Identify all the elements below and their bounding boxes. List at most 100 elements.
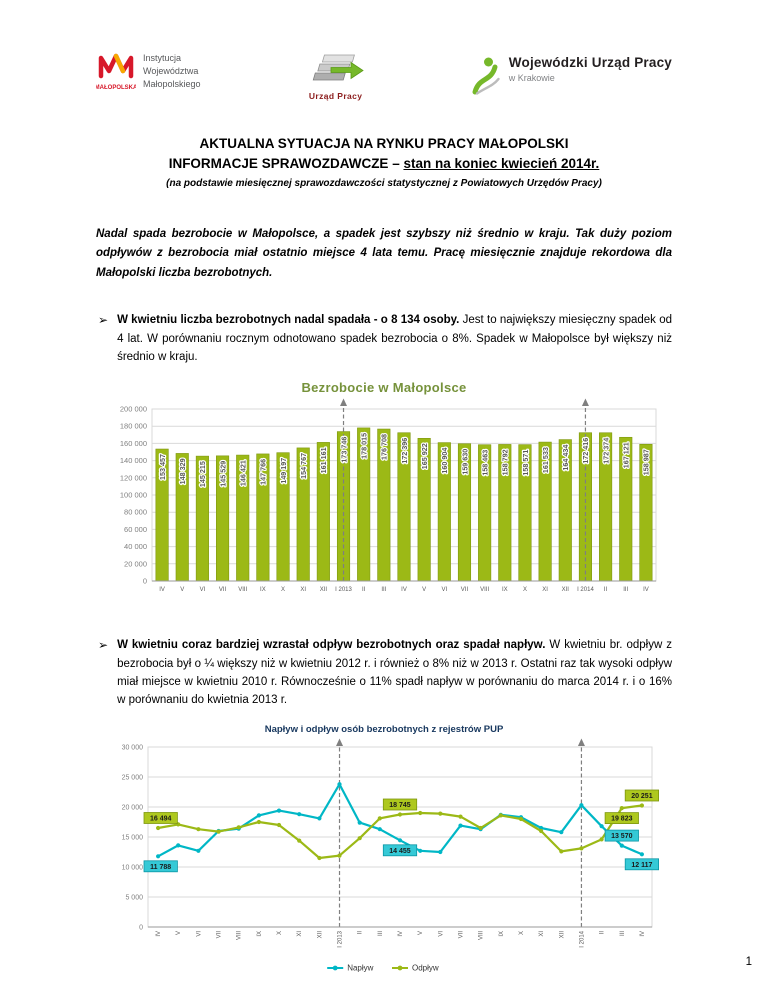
header: MAŁOPOLSKA Instytucja Województwa Małopo…: [96, 48, 672, 110]
svg-text:IV: IV: [159, 587, 165, 593]
wup-title: Wojewódzki Urząd Pracy: [508, 55, 672, 70]
svg-text:X: X: [523, 587, 527, 593]
bullet-2-rest: W kwietniu br. odpływ z bezrobocia był o…: [117, 639, 672, 707]
document-title-line1: AKTUALNA SYTUACJA NA RYNKU PRACY MAŁOPOL…: [199, 136, 569, 151]
page-number: 1: [745, 956, 752, 968]
data-label-naplyw: [624, 858, 660, 871]
svg-text:I 2013: I 2013: [338, 930, 344, 947]
svg-text:158 792: 158 792: [501, 450, 510, 476]
svg-text:III: III: [623, 587, 628, 593]
bullet-item-2: ➢ W kwietniu coraz bardziej wzrastał odp…: [96, 636, 672, 710]
bullet-2-bold: W kwietniu coraz bardziej wzrastał odpły…: [117, 639, 546, 652]
svg-text:XI: XI: [542, 587, 548, 593]
svg-text:XII: XII: [559, 931, 565, 939]
svg-text:III: III: [381, 587, 386, 593]
svg-text:Odpływ: Odpływ: [412, 963, 439, 972]
svg-text:172 416: 172 416: [581, 438, 590, 464]
svg-text:60 000: 60 000: [124, 525, 147, 534]
data-label-odplyw: [624, 789, 660, 802]
legend-item-naplyw: Napływ: [327, 963, 374, 972]
svg-text:11 788: 11 788: [150, 864, 171, 871]
wup-subtitle: w Krakowie: [508, 73, 555, 83]
svg-text:25 000: 25 000: [122, 774, 144, 781]
svg-text:146 421: 146 421: [239, 460, 248, 486]
svg-text:160 904: 160 904: [440, 448, 449, 474]
svg-text:161 161: 161 161: [319, 448, 328, 474]
svg-text:III: III: [378, 931, 384, 936]
svg-text:XII: XII: [317, 931, 323, 939]
svg-text:148 329: 148 329: [178, 459, 187, 485]
institution-text: Instytucja Województwa Małopolskiego: [143, 48, 201, 96]
svg-text:V: V: [180, 587, 184, 593]
svg-text:IV: IV: [401, 587, 407, 593]
svg-text:I 2014: I 2014: [577, 587, 594, 593]
bullet-2-text: W kwietniu coraz bardziej wzrastał odpły…: [117, 636, 672, 710]
inflow-outflow-line-chart: Napływ i odpływ osób bezrobotnych z reje…: [96, 724, 672, 980]
svg-text:15 000: 15 000: [122, 834, 144, 841]
malopolska-emblem-icon: MAŁOPOLSKA: [96, 53, 136, 91]
line-chart-canvas: 0 5 000 10 000 15 000 20 000 25 000 30 000 11 7…: [96, 737, 672, 980]
svg-text:161 533: 161 533: [541, 447, 550, 473]
svg-text:147 766: 147 766: [259, 459, 268, 485]
svg-text:20 000: 20 000: [124, 560, 147, 569]
svg-text:IV: IV: [398, 931, 404, 937]
svg-text:VIII: VIII: [479, 931, 485, 940]
data-label-naplyw: [604, 829, 639, 842]
data-label-odplyw: [382, 798, 418, 811]
institution-line: Małopolskiego: [143, 79, 201, 89]
bullet-1-text: W kwietniu liczba bezrobotnych nadal spa…: [117, 311, 672, 366]
svg-text:V: V: [422, 587, 426, 593]
svg-text:V: V: [176, 931, 182, 935]
svg-text:14 455: 14 455: [389, 848, 411, 855]
svg-text:18 745: 18 745: [389, 802, 411, 809]
svg-text:VI: VI: [441, 587, 447, 593]
svg-text:VII: VII: [219, 587, 227, 593]
svg-text:VII: VII: [461, 587, 469, 593]
svg-text:19 823: 19 823: [611, 815, 633, 822]
svg-text:VIII: VIII: [480, 587, 489, 593]
malopolska-brand-text: MAŁOPOLSKA: [96, 85, 136, 91]
svg-text:Napływ: Napływ: [347, 963, 373, 972]
data-label-naplyw: [143, 860, 178, 873]
svg-text:VI: VI: [200, 587, 206, 593]
svg-text:IV: IV: [640, 931, 646, 937]
data-label-odplyw: [604, 812, 639, 824]
svg-text:165 922: 165 922: [420, 444, 429, 470]
svg-text:149 197: 149 197: [279, 458, 288, 484]
svg-text:II: II: [362, 587, 366, 593]
svg-text:IV: IV: [156, 931, 162, 937]
svg-text:140 000: 140 000: [120, 456, 147, 465]
svg-text:II: II: [358, 931, 364, 935]
institution-line: Instytucja: [143, 53, 182, 63]
svg-text:X: X: [277, 931, 283, 935]
svg-text:IX: IX: [260, 587, 266, 593]
svg-text:I 2014: I 2014: [579, 930, 585, 947]
bullet-item-1: ➢ W kwietniu liczba bezrobotnych nadal s…: [96, 311, 672, 366]
svg-text:16 494: 16 494: [150, 815, 172, 822]
wup-logo: Wojewódzki Urząd Pracy w Krakowie: [471, 48, 672, 97]
svg-text:XI: XI: [539, 931, 545, 937]
svg-text:III: III: [620, 931, 626, 936]
unemployment-bar-chart: Bezrobocie w Małopolsce 0 20 000 40 000 60 …: [96, 380, 672, 608]
wup-person-icon: [472, 57, 500, 95]
svg-text:178 015: 178 015: [360, 433, 369, 459]
svg-text:VI: VI: [438, 931, 444, 937]
svg-text:XI: XI: [300, 587, 306, 593]
intro-paragraph: Nadal spada bezrobocie w Małopolsce, a s…: [96, 227, 672, 279]
svg-text:0: 0: [139, 924, 143, 931]
svg-text:X: X: [281, 587, 285, 593]
title-line2-prefix: INFORMACJE SPRAWOZDAWCZE –: [168, 156, 404, 172]
svg-text:158 463: 158 463: [480, 450, 489, 476]
svg-text:IV: IV: [643, 587, 649, 593]
svg-text:V: V: [418, 931, 424, 935]
svg-text:40 000: 40 000: [124, 542, 147, 551]
svg-text:IX: IX: [257, 931, 263, 937]
svg-text:180 000: 180 000: [120, 422, 147, 431]
svg-text:VIII: VIII: [237, 931, 243, 940]
bullet-arrow-icon: ➢: [98, 638, 109, 653]
line-chart-title: Napływ i odpływ osób bezrobotnych z reje…: [264, 723, 504, 735]
svg-text:167 121: 167 121: [622, 443, 631, 469]
svg-text:IX: IX: [499, 931, 505, 937]
svg-text:172 374: 172 374: [601, 438, 610, 464]
